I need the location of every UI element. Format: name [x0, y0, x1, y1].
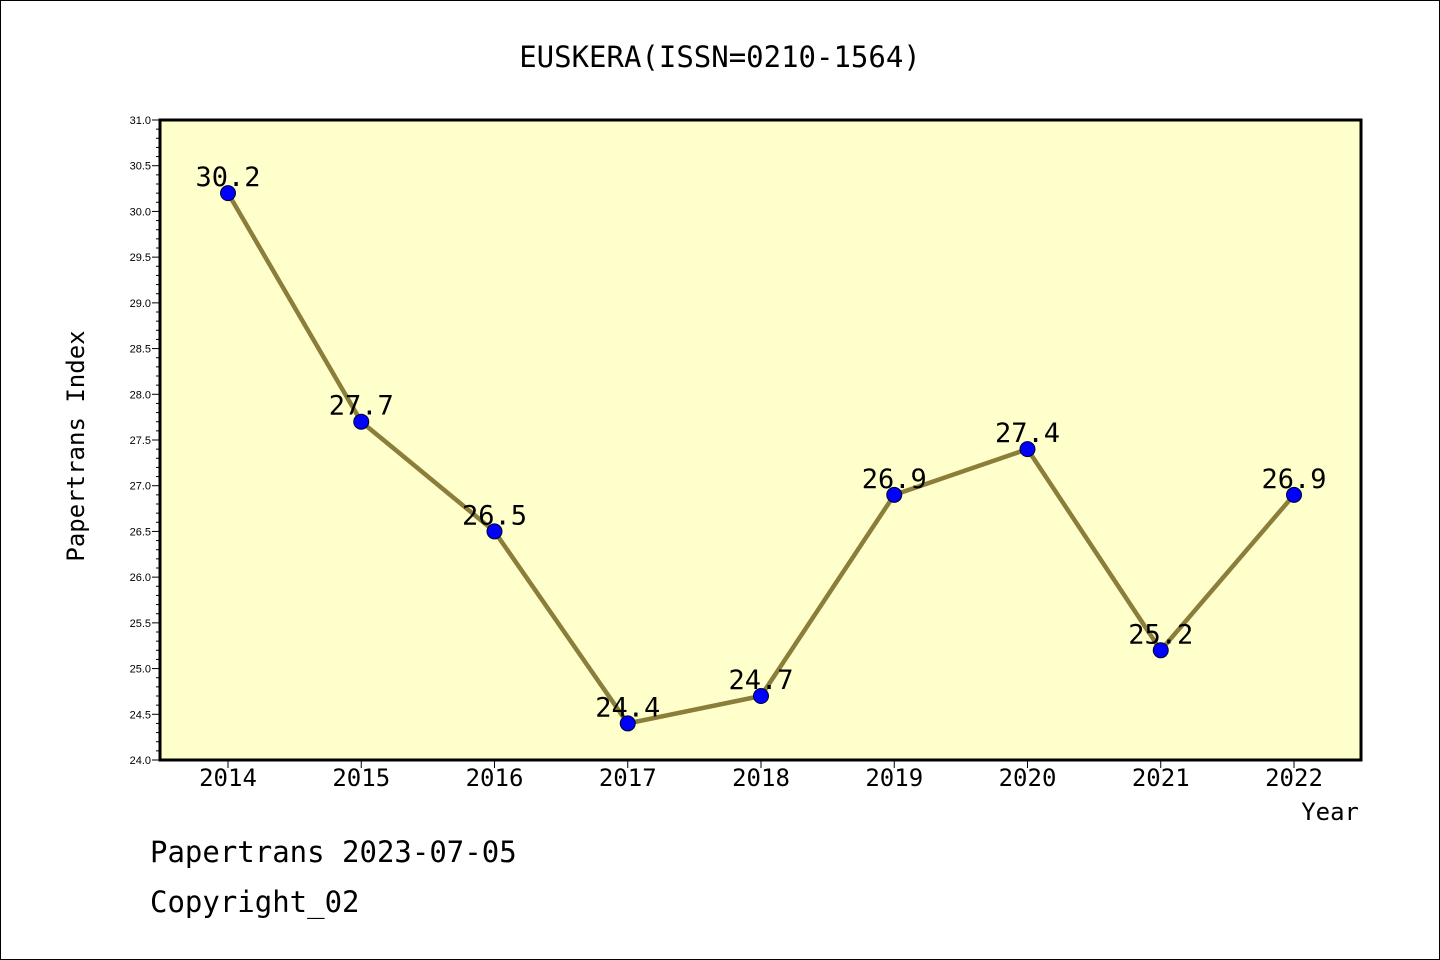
data-point	[220, 185, 236, 202]
plot-area	[158, 118, 1363, 762]
y-tick-label: 25.5	[130, 618, 151, 630]
y-tick-label: 24.0	[130, 755, 151, 767]
y-tick-label: 27.5	[130, 435, 151, 447]
y-axis-label: Papertrans Index	[62, 330, 90, 561]
x-tick-label: 2019	[865, 764, 923, 792]
data-label: 24.4	[595, 692, 660, 723]
x-tick-label: 2015	[332, 764, 390, 792]
y-tick-label: 26.0	[130, 572, 151, 584]
x-axis: 2014 2015 2016 2017 2018 2019 2020 2021 2022	[199, 760, 1323, 792]
data-point	[886, 486, 903, 503]
data-label: 25.2	[1128, 619, 1193, 650]
data-point	[753, 688, 769, 704]
x-tick-label: 2016	[466, 764, 524, 792]
footer-copyright: Copyright_02	[150, 885, 360, 919]
data-label: 26.5	[462, 500, 527, 531]
x-tick-label: 2020	[999, 764, 1057, 792]
x-tick-label: 2018	[732, 764, 790, 792]
y-tick-label: 26.5	[130, 526, 151, 538]
y-axis: 24.0 24.5 25.0 25.5 26.0 26.5 27.0 27.5 28.0 28.5…	[130, 115, 160, 767]
y-tick-label: 30.5	[130, 161, 151, 173]
x-tick-label: 2022	[1265, 764, 1323, 792]
data-point	[1152, 642, 1169, 659]
y-tick-label: 29.0	[130, 298, 151, 310]
data-point	[1286, 486, 1302, 503]
x-tick-label: 2021	[1132, 764, 1190, 792]
data-point	[486, 523, 503, 540]
chart-title: EUSKERA(ISSN=0210-1564)	[519, 40, 921, 74]
y-tick-label: 24.5	[130, 709, 151, 721]
series-papertrans-index	[220, 185, 1302, 732]
y-tick-label: 27.0	[130, 481, 151, 493]
y-tick-label: 31.0	[130, 115, 151, 127]
data-label: 27.7	[329, 391, 394, 422]
data-label: 24.7	[728, 665, 793, 696]
data-point	[619, 715, 636, 732]
y-tick-label: 30.0	[130, 206, 151, 218]
data-point	[353, 413, 370, 430]
data-label: 26.9	[1261, 464, 1326, 495]
y-tick-label: 25.0	[130, 664, 151, 676]
x-axis-label: Year	[1301, 798, 1359, 826]
data-label: 26.9	[862, 464, 927, 495]
y-tick-label: 28.5	[130, 344, 151, 356]
y-tick-label: 29.5	[130, 252, 151, 264]
data-label: 30.2	[195, 162, 260, 193]
data-point	[1019, 441, 1036, 458]
x-tick-label: 2017	[599, 764, 657, 792]
data-labels: 30.2 27.7 26.5 24.4 24.7 26.9 27.4 25.2 26.9	[195, 162, 1326, 723]
data-label: 27.4	[995, 418, 1060, 449]
footer-date: Papertrans 2023-07-05	[150, 835, 517, 869]
x-tick-label: 2014	[199, 764, 257, 792]
y-tick-label: 28.0	[130, 389, 151, 401]
